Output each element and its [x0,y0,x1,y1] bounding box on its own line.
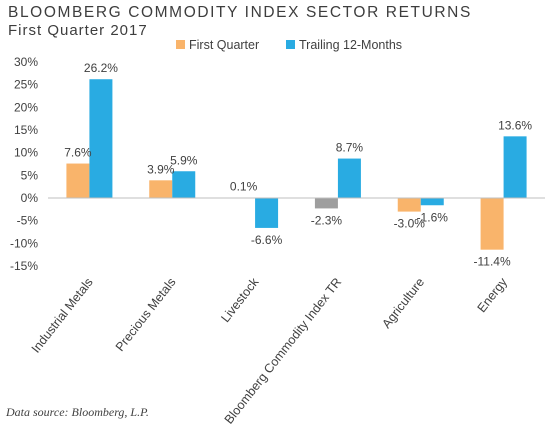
bar-trailing-12-months [420,198,444,206]
legend: First Quarter Trailing 12-Months [176,38,402,52]
bars [66,79,527,250]
legend-swatch [176,40,185,49]
y-tick-label: -10% [10,236,38,250]
data-label: 8.7% [336,141,364,155]
x-tick-label: Livestock [218,275,262,325]
data-label: -2.3% [311,213,343,227]
x-tick-label: Precious Metals [113,275,179,354]
y-tick-label: 25% [14,78,38,92]
x-tick-label: Energy [475,275,511,315]
y-tick-label: 5% [21,168,39,182]
chart-title: BLOOMBERG COMMODITY INDEX SECTOR RETURNS [8,4,472,21]
legend-label: First Quarter [189,38,259,52]
bar-first-quarter [66,163,90,198]
bar-first-quarter [314,198,338,209]
data-label: 13.6% [498,118,532,132]
chart-subtitle: First Quarter 2017 [8,22,148,39]
data-label: -3.0% [394,217,426,231]
data-source-note: Data source: Bloomberg, L.P. [6,405,149,419]
x-tick-label: Industrial Metals [29,275,96,355]
y-tick-label: 0% [21,191,39,205]
data-label: 26.2% [84,61,118,75]
data-label: -6.6% [251,233,283,247]
y-tick-label: -15% [10,259,38,273]
data-label: 0.1% [230,180,258,194]
data-label: -11.4% [474,255,511,269]
legend-swatch [286,40,295,49]
bar-first-quarter [480,198,504,250]
data-label: 5.9% [170,153,198,167]
x-tick-label: Agriculture [379,275,427,331]
bar-trailing-12-months [172,171,196,198]
bar-trailing-12-months [503,136,527,198]
y-axis: 30% 25% 20% 15% 10% 5% 0% -5% -10% -15% [10,55,38,273]
data-labels: 7.6% 26.2% 3.9%5.9% 0.1% -6.6% -2.3% 8.7% -3.0%… [64,61,532,268]
legend-label: Trailing 12-Months [299,38,402,52]
y-tick-label: 30% [14,55,38,69]
bar-trailing-12-months [89,79,113,198]
bar-trailing-12-months [255,198,279,228]
y-tick-label: 20% [14,100,38,114]
bar-first-quarter [149,180,173,198]
y-tick-label: -5% [17,214,39,228]
data-label: -1.6% [417,210,449,224]
data-label: 3.9% [147,162,175,176]
data-label: 7.6% [64,146,92,160]
bar-trailing-12-months [337,158,361,198]
y-tick-label: 15% [14,123,38,137]
x-axis: Industrial Metals Precious Metals Livestoc… [29,275,511,427]
bar-first-quarter [397,198,421,212]
y-tick-label: 10% [14,146,38,160]
